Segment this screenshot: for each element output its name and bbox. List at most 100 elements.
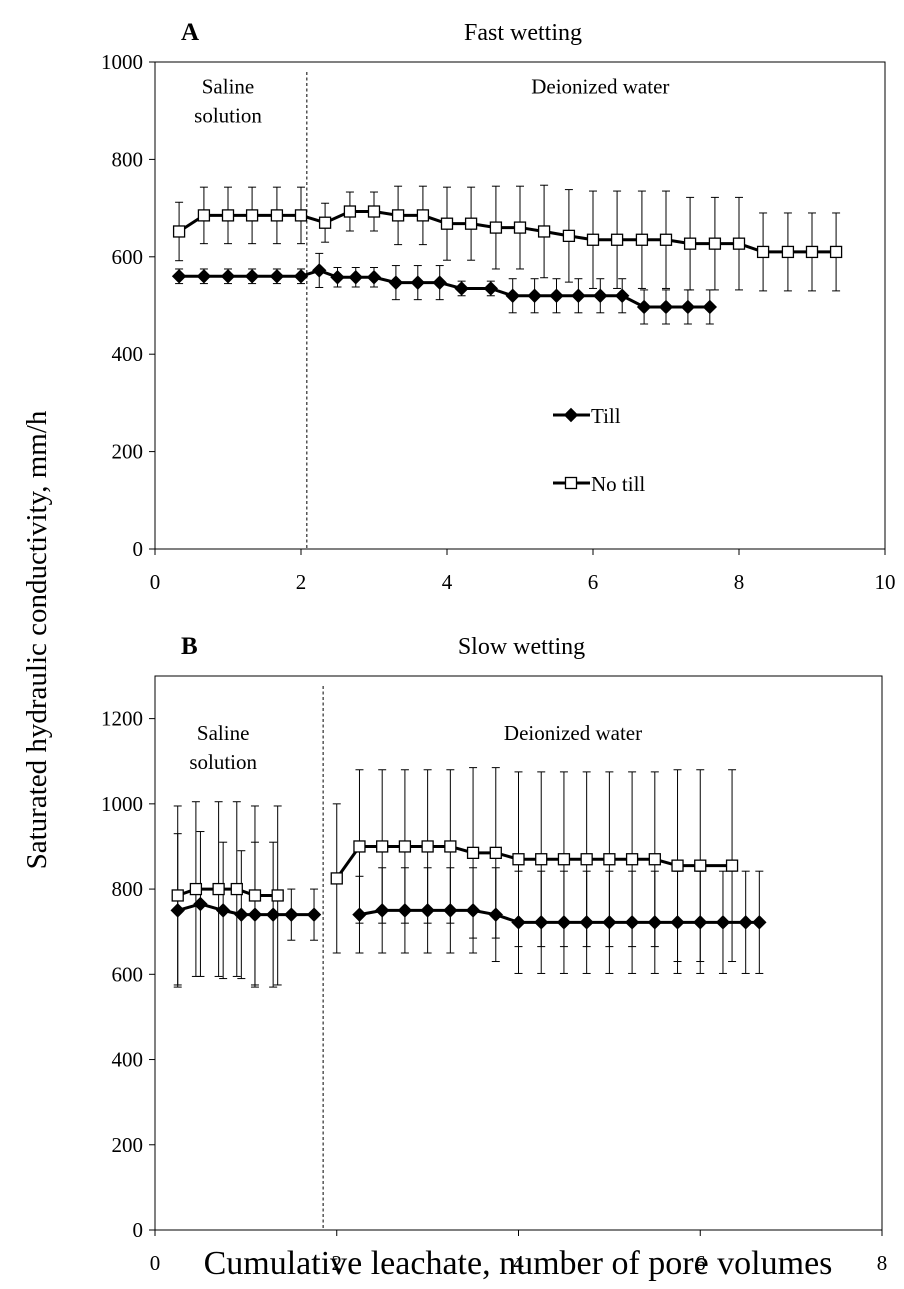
data-point: [330, 872, 343, 885]
data-point: [715, 915, 731, 930]
data-point: [398, 840, 412, 853]
data-point: [683, 237, 697, 250]
data-point: [284, 907, 299, 922]
y-tick-label: 600: [112, 962, 144, 986]
data-point: [244, 269, 260, 284]
data-point: [432, 275, 447, 290]
panel-letter: B: [181, 633, 198, 660]
y-tick-label: 400: [112, 342, 144, 366]
legend-label: No till: [591, 472, 645, 496]
data-point: [376, 840, 389, 853]
data-point: [535, 853, 548, 866]
data-point: [781, 245, 795, 259]
data-point: [489, 846, 502, 860]
data-point: [593, 288, 608, 303]
plot-area: [154, 61, 886, 550]
region-label: Saline: [202, 75, 255, 99]
data-point: [464, 217, 478, 230]
data-point: [410, 275, 426, 290]
data-point: [189, 882, 203, 896]
data-point: [353, 840, 366, 853]
x-tick-label: 2: [332, 1251, 343, 1275]
data-point: [829, 245, 843, 259]
x-tick-label: 8: [877, 1251, 888, 1275]
data-point: [440, 217, 454, 230]
data-point: [549, 288, 564, 303]
data-point: [586, 233, 600, 246]
data-point: [671, 859, 684, 872]
x-tick-label: 0: [150, 570, 161, 594]
region-label: Deionized water: [504, 721, 642, 745]
data-point: [483, 281, 499, 296]
data-point: [318, 216, 332, 229]
data-point: [221, 209, 235, 222]
data-point: [196, 269, 212, 284]
data-point: [416, 209, 430, 222]
data-point: [391, 209, 405, 222]
data-point: [367, 205, 381, 218]
y-axis-label: Saturated hydraulic conductivity, mm/h: [21, 410, 53, 869]
series-no-till: [171, 767, 739, 986]
y-tick-label: 800: [112, 147, 144, 171]
data-point: [562, 229, 576, 243]
data-point: [571, 288, 586, 303]
data-point: [172, 225, 186, 238]
y-tick-label: 1000: [101, 50, 143, 74]
data-point: [659, 233, 673, 246]
data-point: [527, 288, 542, 303]
x-tick-label: 0: [150, 1251, 161, 1275]
data-point: [388, 275, 404, 290]
x-tick-label: 2: [296, 570, 307, 594]
y-tick-label: 200: [112, 1133, 144, 1157]
data-point: [270, 209, 284, 222]
data-point: [271, 889, 284, 902]
data-point: [702, 299, 718, 315]
x-tick-label: 8: [734, 570, 745, 594]
data-point: [614, 288, 630, 303]
data-point: [306, 907, 322, 922]
y-tick-label: 200: [112, 440, 144, 464]
data-point: [294, 209, 308, 222]
data-point: [245, 209, 259, 222]
legend-entry: Till: [553, 404, 621, 428]
x-tick-label: 10: [875, 570, 896, 594]
data-point: [557, 853, 571, 866]
data-point: [293, 269, 309, 284]
region-label: solution: [194, 104, 262, 128]
x-tick-label: 6: [695, 1251, 706, 1275]
x-tick-label: 6: [588, 570, 599, 594]
data-point: [312, 263, 327, 278]
data-point: [366, 270, 382, 285]
data-point: [805, 245, 819, 259]
data-point: [635, 233, 649, 246]
panel-letter: A: [181, 19, 199, 46]
data-point: [708, 237, 722, 250]
data-point: [505, 288, 520, 303]
data-point: [725, 859, 739, 872]
data-point: [489, 221, 503, 234]
data-point: [230, 882, 243, 896]
data-point: [752, 915, 767, 930]
data-point: [269, 269, 285, 284]
data-point: [466, 846, 480, 860]
data-point: [537, 225, 551, 238]
data-point: [694, 859, 707, 872]
legend-marker: [564, 476, 578, 490]
series-no-till: [172, 184, 843, 292]
data-point: [738, 915, 753, 930]
panel-title: Slow wetting: [458, 634, 585, 660]
legend-entry: No till: [553, 472, 645, 496]
region-label: Deionized water: [531, 75, 669, 99]
data-point: [610, 233, 624, 246]
region-label: Saline: [197, 721, 250, 745]
data-point: [197, 209, 211, 222]
data-point: [512, 853, 525, 866]
data-point: [658, 299, 674, 315]
data-point: [625, 853, 639, 866]
y-tick-label: 1000: [101, 792, 143, 816]
legend-marker: [563, 407, 579, 423]
region-label: solution: [189, 750, 257, 774]
data-point: [220, 269, 236, 284]
panel-a: 0 200 400 600 800 1000 0 2 4 6 8 10 Saline solution De…: [101, 19, 896, 594]
